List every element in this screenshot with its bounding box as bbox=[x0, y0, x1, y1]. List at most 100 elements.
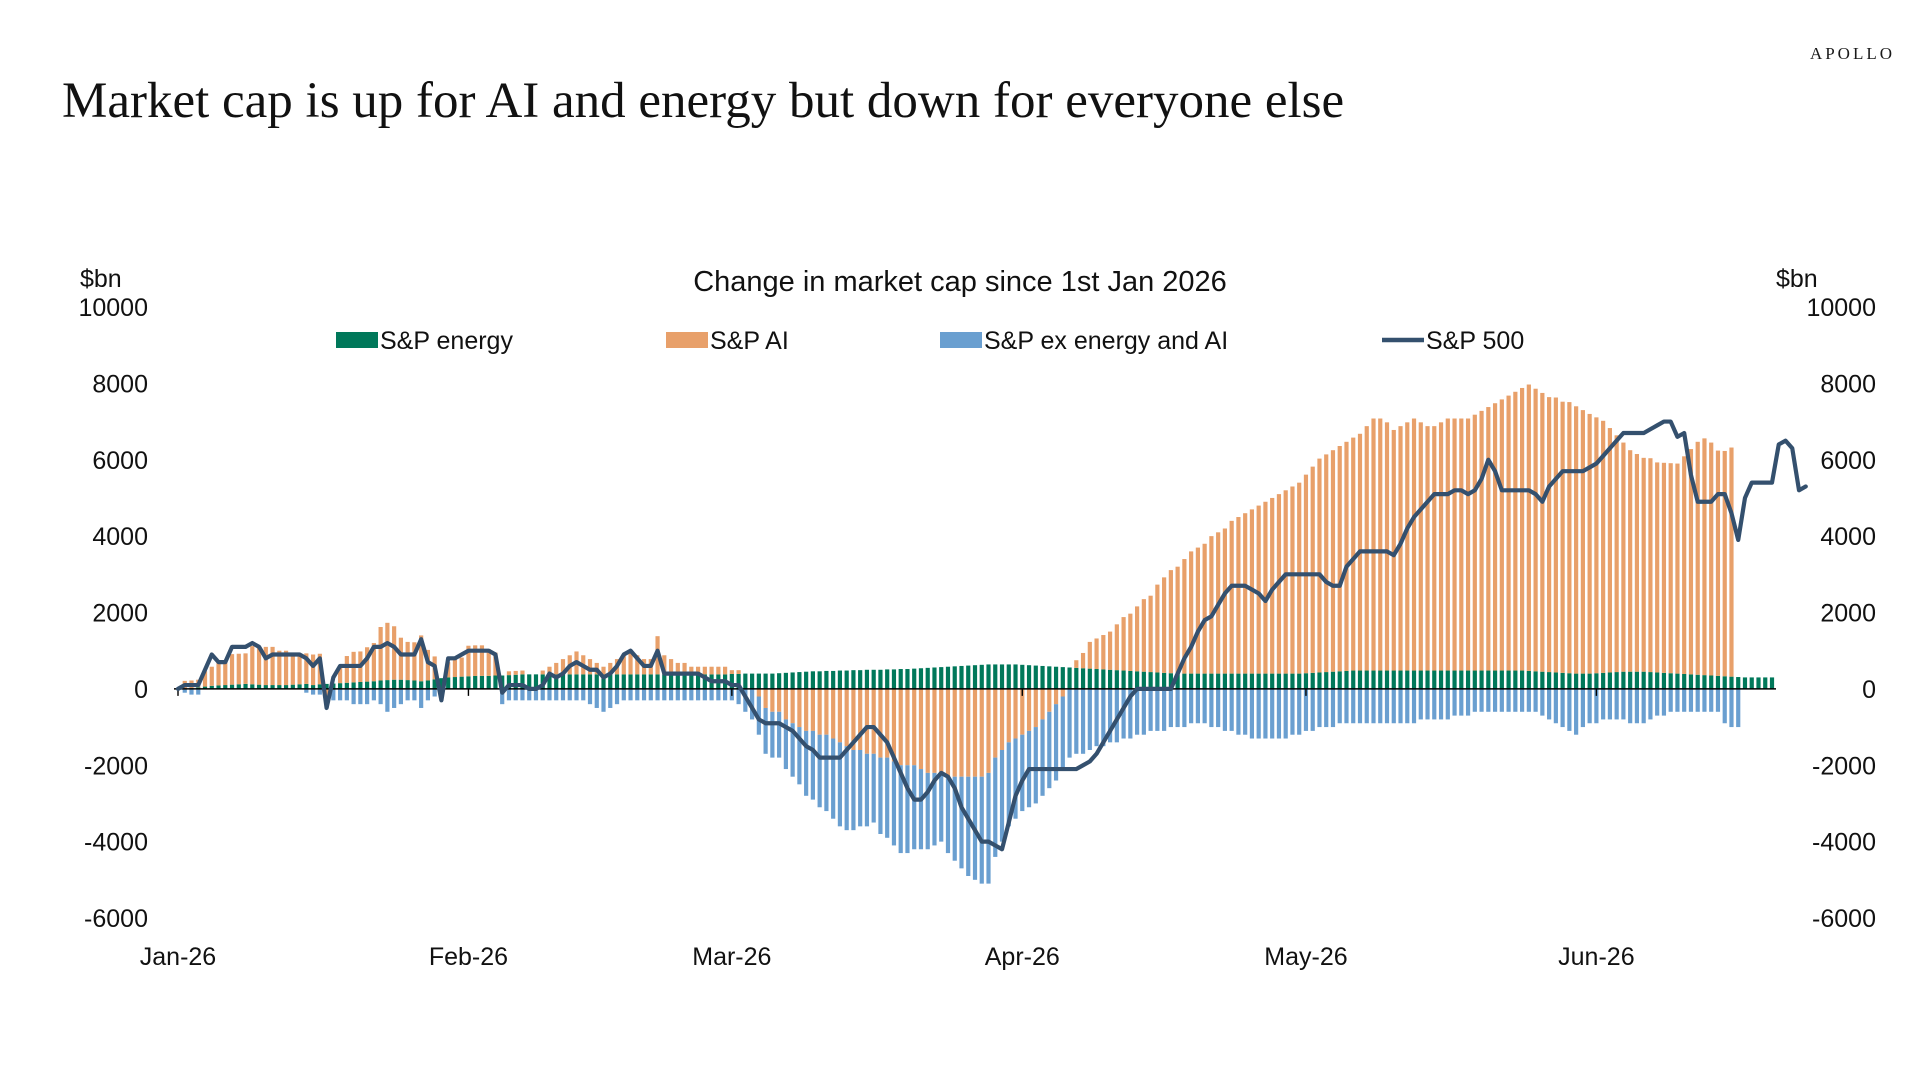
bar-s-p-ai bbox=[560, 659, 566, 675]
bar-s-p-ai bbox=[1688, 449, 1694, 675]
bar-s-p-ai bbox=[986, 688, 991, 773]
bar-s-p-energy bbox=[1492, 670, 1498, 689]
bar-s-p-energy bbox=[952, 666, 957, 689]
bar-s-p-energy bbox=[1141, 671, 1146, 689]
bar-s-p-energy bbox=[871, 669, 876, 689]
bar-s-p-ai bbox=[1668, 463, 1673, 674]
bar-s-p-ex-energy-and-ai bbox=[1135, 688, 1140, 735]
bar-s-p-ai bbox=[1013, 688, 1018, 739]
bar-s-p-ai bbox=[709, 666, 714, 675]
bar-s-p-ai bbox=[209, 666, 214, 686]
bar-s-p-ai bbox=[1607, 428, 1612, 673]
bar-s-p-ai bbox=[1398, 426, 1403, 671]
bar-s-p-energy bbox=[790, 672, 795, 689]
bar-s-p-energy bbox=[702, 674, 707, 689]
bar-s-p-energy bbox=[1438, 670, 1444, 689]
bar-s-p-ai bbox=[1243, 513, 1248, 674]
bar-s-p-ai bbox=[277, 650, 282, 686]
bar-s-p-ex-energy-and-ai bbox=[716, 688, 721, 701]
bar-s-p-ai bbox=[1628, 450, 1633, 672]
bar-s-p-ex-energy-and-ai bbox=[398, 688, 403, 705]
bar-s-p-ex-energy-and-ai bbox=[1398, 688, 1403, 724]
bar-s-p-energy bbox=[1418, 670, 1423, 689]
bar-s-p-ex-energy-and-ai bbox=[567, 688, 572, 701]
bar-s-p-ai bbox=[864, 688, 870, 754]
bar-s-p-ai bbox=[365, 647, 370, 682]
bar-s-p-ex-energy-and-ai bbox=[790, 723, 795, 777]
bar-s-p-ai bbox=[689, 666, 694, 675]
bar-s-p-energy bbox=[1769, 677, 1775, 689]
bar-s-p-ai bbox=[1438, 422, 1444, 671]
bar-s-p-energy bbox=[446, 677, 451, 689]
bar-s-p-ai bbox=[770, 688, 775, 712]
bar-s-p-energy bbox=[1006, 664, 1011, 689]
bar-s-p-ex-energy-and-ai bbox=[520, 688, 525, 701]
bar-s-p-energy bbox=[1330, 671, 1336, 689]
bar-s-p-ai bbox=[1729, 447, 1734, 677]
bar-s-p-ai bbox=[1533, 388, 1538, 672]
bar-s-p-energy bbox=[1074, 667, 1079, 689]
bar-s-p-ai bbox=[385, 622, 390, 681]
bar-s-p-ai bbox=[1101, 635, 1106, 670]
bar-s-p-energy bbox=[1351, 670, 1356, 689]
bar-s-p-ex-energy-and-ai bbox=[1290, 688, 1295, 735]
bar-s-p-ai bbox=[1459, 418, 1464, 671]
bar-s-p-ex-energy-and-ai bbox=[979, 776, 984, 884]
x-tick-label: May-26 bbox=[1264, 943, 1347, 971]
bar-s-p-ex-energy-and-ai bbox=[1168, 688, 1173, 728]
bar-s-p-ex-energy-and-ai bbox=[1351, 688, 1356, 724]
legend-label-s-p-ai: S&P AI bbox=[710, 327, 789, 355]
bar-s-p-ai bbox=[1492, 403, 1498, 671]
bar-s-p-ai bbox=[513, 670, 518, 675]
bar-s-p-energy bbox=[1128, 670, 1133, 689]
bar-s-p-energy bbox=[695, 674, 701, 689]
bar-s-p-ai bbox=[662, 655, 667, 675]
bar-s-p-ex-energy-and-ai bbox=[905, 765, 910, 854]
bar-s-p-ai bbox=[1033, 688, 1038, 728]
bar-s-p-ex-energy-and-ai bbox=[1621, 688, 1626, 720]
bar-s-p-ex-energy-and-ai bbox=[365, 688, 370, 705]
bar-s-p-ai bbox=[601, 666, 606, 675]
bar-s-p-ex-energy-and-ai bbox=[1614, 688, 1619, 720]
bar-s-p-energy bbox=[1283, 673, 1288, 689]
bar-s-p-energy bbox=[432, 679, 437, 689]
bar-s-p-energy bbox=[459, 676, 464, 689]
bar-s-p-ex-energy-and-ai bbox=[1236, 688, 1241, 735]
bar-s-p-ai bbox=[999, 688, 1005, 750]
bar-s-p-ai bbox=[1486, 407, 1491, 671]
bar-s-p-ex-energy-and-ai bbox=[925, 772, 930, 850]
bar-s-p-energy bbox=[412, 680, 417, 689]
bar-s-p-energy bbox=[365, 681, 370, 689]
bar-s-p-energy bbox=[601, 674, 606, 689]
bar-s-p-ai bbox=[1709, 442, 1714, 676]
bar-s-p-energy bbox=[324, 683, 329, 689]
bar-s-p-energy bbox=[804, 671, 809, 689]
bar-s-p-energy bbox=[1668, 673, 1673, 689]
bar-s-p-ai bbox=[452, 657, 458, 678]
bar-s-p-energy bbox=[290, 684, 295, 689]
bar-s-p-ex-energy-and-ai bbox=[682, 688, 687, 701]
bar-s-p-ai bbox=[1263, 501, 1268, 674]
bar-s-p-ex-energy-and-ai bbox=[1216, 688, 1221, 728]
bar-s-p-energy bbox=[1499, 670, 1504, 689]
bar-s-p-ex-energy-and-ai bbox=[1155, 688, 1160, 731]
y-tick-label-right: -2000 bbox=[1812, 752, 1876, 780]
bar-s-p-ex-energy-and-ai bbox=[378, 688, 383, 705]
y-tick-label-right: 10000 bbox=[1806, 294, 1876, 322]
bar-s-p-ai bbox=[1445, 418, 1450, 671]
bar-s-p-energy bbox=[439, 678, 444, 689]
bar-s-p-ai bbox=[810, 688, 815, 731]
bar-s-p-ex-energy-and-ai bbox=[1189, 688, 1194, 724]
bar-s-p-energy bbox=[1026, 665, 1032, 689]
bar-s-p-ai bbox=[310, 654, 316, 686]
bar-s-p-ex-energy-and-ai bbox=[1121, 688, 1126, 739]
bar-s-p-ex-energy-and-ai bbox=[1148, 688, 1153, 731]
bar-s-p-ex-energy-and-ai bbox=[1107, 688, 1113, 743]
bar-s-p-ex-energy-and-ai bbox=[385, 688, 390, 712]
bar-s-p-ai bbox=[1695, 441, 1700, 675]
bar-s-p-ai bbox=[668, 659, 674, 675]
bar-s-p-ex-energy-and-ai bbox=[1553, 688, 1558, 724]
bar-s-p-ex-energy-and-ai bbox=[1722, 688, 1727, 724]
bar-s-p-energy bbox=[1580, 673, 1585, 689]
bar-s-p-energy bbox=[493, 675, 498, 689]
